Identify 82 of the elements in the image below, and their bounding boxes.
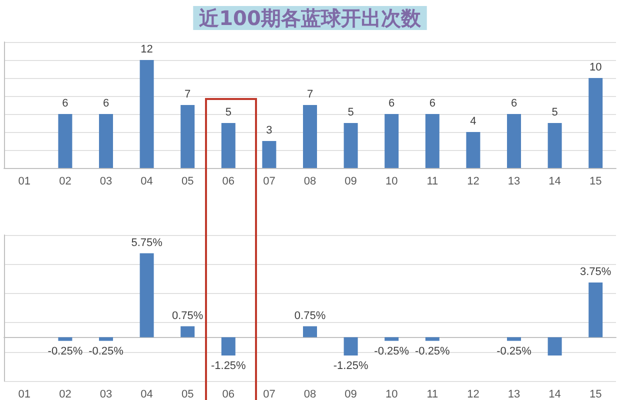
data-label: -0.25% (496, 345, 532, 358)
bar (99, 337, 113, 341)
data-label: 3 (266, 124, 272, 136)
data-label: 12 (140, 44, 153, 56)
bar (221, 123, 236, 168)
bar (548, 337, 562, 356)
x-tick-label: 07 (263, 176, 276, 188)
bar (588, 78, 603, 168)
x-tick-label: 09 (344, 388, 357, 400)
data-label: -0.25% (374, 345, 410, 358)
data-label: -0.25% (88, 345, 124, 358)
chart-title: 近100期各蓝球开出次数 (198, 6, 422, 30)
x-tick-label: 03 (100, 176, 112, 188)
x-tick-label: 01 (18, 388, 31, 400)
bar (140, 60, 154, 168)
bar (384, 337, 399, 341)
bar (58, 337, 72, 341)
data-label: -0.25% (414, 345, 450, 358)
bar (180, 105, 195, 168)
x-tick-label: 11 (426, 388, 438, 400)
data-label: 0.75% (172, 310, 204, 322)
data-label: -1.25% (333, 360, 368, 372)
bar (180, 326, 195, 338)
data-label: 3.75% (580, 266, 612, 278)
x-tick-label: 09 (344, 176, 357, 188)
x-tick-label: 15 (589, 388, 602, 400)
data-label: 10 (589, 62, 602, 74)
data-label: -0.25% (48, 345, 83, 358)
bar (507, 114, 521, 168)
x-tick-label: 02 (59, 176, 72, 188)
x-tick-label: 06 (222, 388, 235, 400)
data-label: 6 (102, 98, 110, 110)
data-label: 6 (62, 98, 68, 110)
x-tick-label: 13 (508, 388, 520, 400)
data-label: 4 (470, 116, 476, 128)
x-tick-label: 05 (181, 176, 194, 188)
x-tick-label: 12 (467, 176, 480, 188)
bar (384, 114, 399, 168)
bar (140, 253, 154, 338)
bar (99, 114, 113, 168)
data-label: 5 (225, 106, 232, 118)
bar (588, 282, 603, 338)
x-tick-label: 07 (263, 388, 276, 400)
x-tick-label: 10 (385, 176, 398, 188)
x-tick-label: 04 (140, 176, 153, 188)
x-tick-label: 01 (18, 176, 31, 188)
x-tick-label: 02 (59, 388, 72, 400)
x-tick-label: 11 (426, 176, 438, 188)
bar (303, 326, 317, 338)
x-tick-label: 06 (222, 176, 235, 188)
data-label: 6 (429, 98, 436, 110)
x-tick-label: 15 (589, 176, 602, 188)
bar (303, 105, 317, 168)
x-tick-label: 03 (100, 388, 112, 400)
bar (466, 132, 480, 168)
x-tick-label: 14 (548, 176, 561, 188)
data-label: 5 (348, 106, 354, 118)
x-tick-label: 08 (304, 176, 316, 188)
x-tick-label: 10 (385, 388, 398, 400)
data-label: -1.25% (210, 360, 246, 372)
data-label: 6 (388, 98, 395, 110)
data-label: 7 (184, 88, 191, 100)
data-label: 5.75% (131, 236, 163, 249)
bar (262, 141, 276, 168)
bar (425, 337, 440, 341)
x-tick-label: 04 (140, 388, 153, 400)
data-label: 6 (510, 98, 518, 110)
bar (58, 114, 72, 168)
bar (344, 123, 358, 168)
data-label: 7 (306, 88, 314, 100)
bar (507, 337, 521, 341)
data-label: 5 (552, 106, 558, 118)
x-tick-label: 05 (181, 388, 194, 400)
data-label: 0.75% (294, 310, 326, 322)
x-tick-label: 14 (548, 388, 561, 400)
bar (425, 114, 440, 168)
bar (344, 337, 358, 356)
bar (221, 337, 236, 356)
x-tick-label: 08 (304, 388, 316, 400)
x-tick-label: 13 (508, 176, 520, 188)
x-tick-label: 12 (467, 388, 480, 400)
bar (548, 123, 562, 168)
